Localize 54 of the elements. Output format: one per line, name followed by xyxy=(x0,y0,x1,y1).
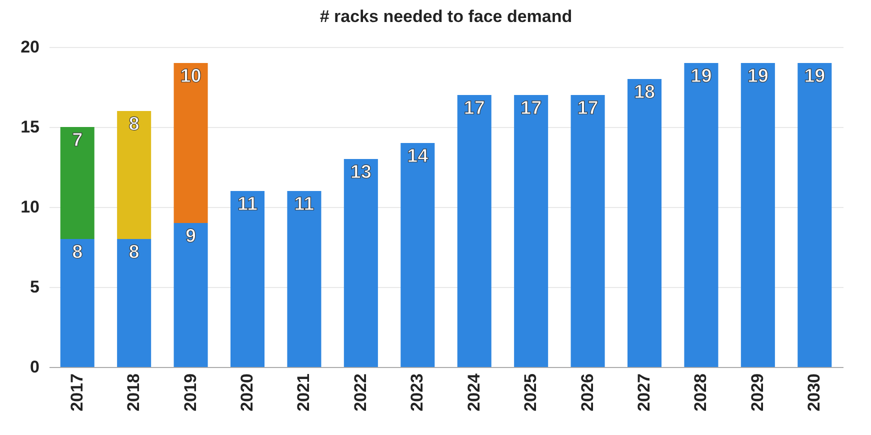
data-label: 11 xyxy=(237,194,258,215)
x-tick-label: 2021 xyxy=(294,374,314,412)
x-tick-label: 2024 xyxy=(464,372,484,412)
data-label: 9 xyxy=(185,226,196,247)
bar xyxy=(287,191,322,367)
bar xyxy=(457,95,492,367)
data-label: 14 xyxy=(407,146,429,167)
data-label: 17 xyxy=(464,98,485,119)
data-label: 13 xyxy=(350,162,372,183)
y-tick-label: 5 xyxy=(30,278,40,296)
data-label: 8 xyxy=(128,114,140,135)
x-tick-label: 2019 xyxy=(180,374,200,412)
data-label: 10 xyxy=(180,66,202,87)
bar xyxy=(117,111,152,239)
data-label: 18 xyxy=(634,82,656,103)
y-tick-label: 0 xyxy=(30,358,40,376)
bar xyxy=(60,127,94,239)
data-label: 19 xyxy=(747,66,768,87)
y-tick-label: 20 xyxy=(20,38,40,56)
data-label: 17 xyxy=(577,98,598,119)
data-label: 11 xyxy=(294,194,315,215)
x-tick-label: 2023 xyxy=(408,374,427,412)
bar xyxy=(174,223,208,367)
x-tick-label: 2020 xyxy=(238,374,256,412)
x-tick-label: 2029 xyxy=(748,374,767,412)
bar xyxy=(60,239,94,367)
y-tick-label: 10 xyxy=(20,198,40,216)
x-tick-label: 2025 xyxy=(521,374,540,412)
bar xyxy=(400,143,435,367)
x-tick-label: 2018 xyxy=(124,374,144,412)
bar xyxy=(684,63,718,367)
y-tick-label: 15 xyxy=(20,118,40,136)
data-label: 17 xyxy=(520,98,542,119)
bar xyxy=(344,159,378,367)
x-tick-label: 2017 xyxy=(67,374,86,412)
data-label: 7 xyxy=(72,130,83,151)
x-tick-label: 2028 xyxy=(691,374,710,412)
bar xyxy=(570,95,605,367)
data-label: 8 xyxy=(72,242,83,263)
x-tick-label: 2022 xyxy=(350,374,370,412)
bar xyxy=(117,239,152,367)
data-label: 19 xyxy=(804,66,826,87)
data-label: 8 xyxy=(128,242,140,263)
chart-title: # racks needed to face demand xyxy=(320,7,572,26)
bar xyxy=(230,191,265,367)
x-tick-label: 2030 xyxy=(804,374,824,412)
x-tick-label: 2026 xyxy=(578,374,597,412)
bar xyxy=(798,63,832,367)
x-tick-label: 2027 xyxy=(634,374,654,412)
bar xyxy=(627,79,662,367)
bar xyxy=(740,63,775,367)
bar xyxy=(514,95,548,367)
data-label: 19 xyxy=(690,66,712,87)
bar xyxy=(174,63,208,223)
